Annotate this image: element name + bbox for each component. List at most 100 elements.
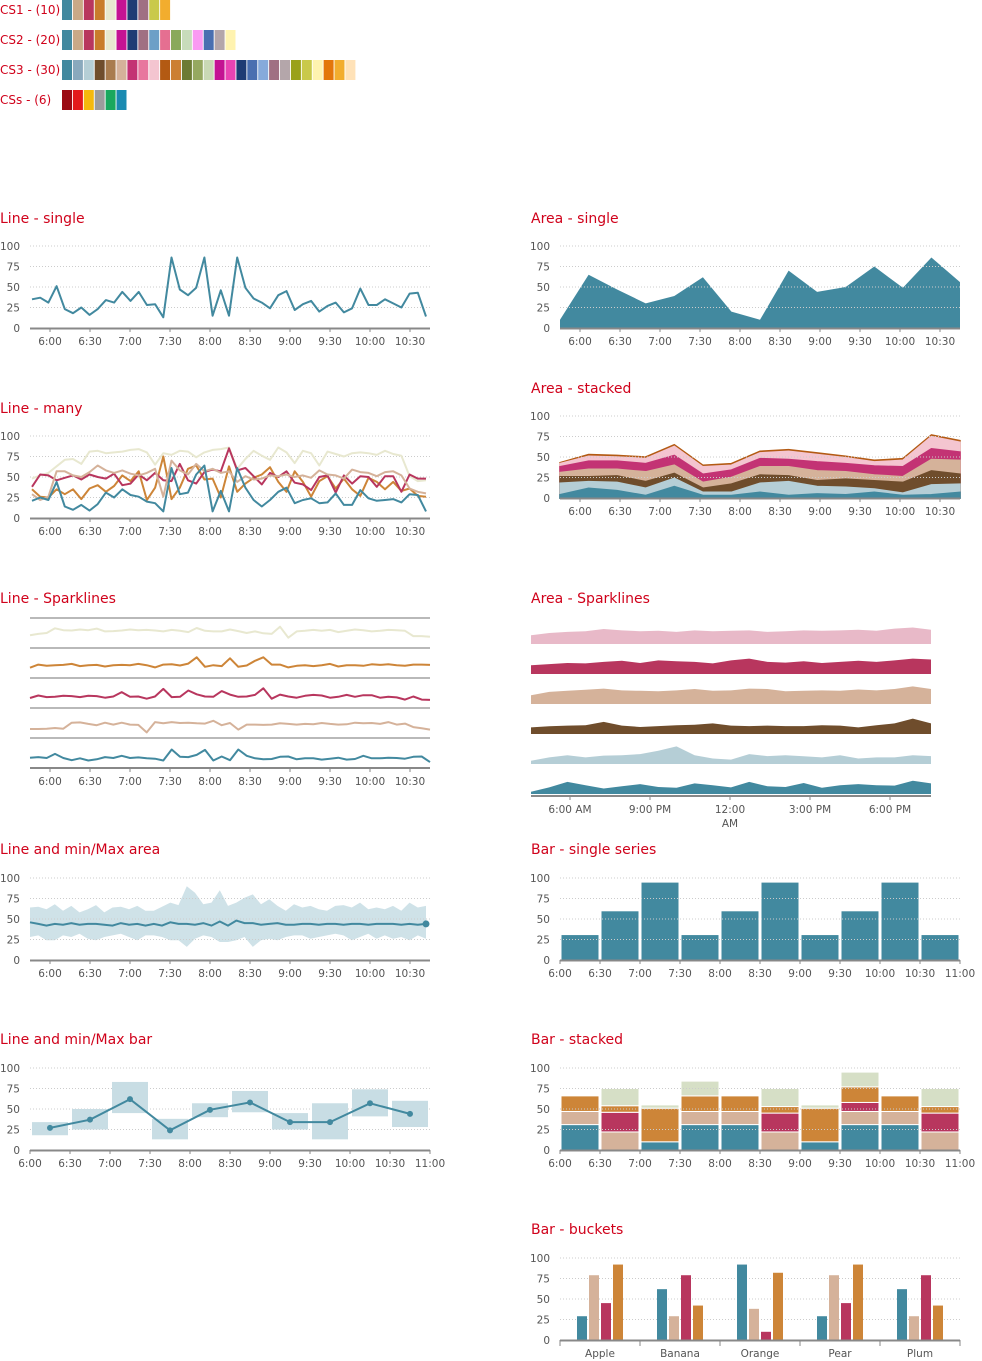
bar-stacked-bar-s2: [880, 1110, 920, 1126]
swatch-cs1-9: [160, 0, 171, 20]
line-single-chart: 0 25 50 75 100 6:00 6:30 7:00 7:30 8:00 8:30 9:00 9:…: [0, 241, 430, 348]
bar-stacked-bar-s4: [560, 1095, 600, 1112]
area-single-xtick: 10:30: [925, 336, 955, 348]
bar-stacked-xtick: 6:30: [588, 1158, 612, 1170]
line-many-series-c: [31, 447, 426, 494]
bar-single-chart: 0 25 50 75 100 6:00 6:30 7:00 7:30 8:00 8:30 9:00 9:…: [530, 873, 975, 980]
swatch-cs3-24: [323, 60, 334, 80]
line-minmax-bar-chart: 0 25 50 75 100 6:00 6:30 7:00 7:30 8:00 8:30 9:00 9:…: [0, 1063, 445, 1170]
bar-stacked-bar-s4: [720, 1095, 760, 1112]
bar-stacked-bar-s5: [760, 1088, 800, 1108]
line-sparklines-chart: 6:00 6:30 7:00 7:30 8:00 8:30 9:00 9:30 10:00 10:…: [29, 617, 431, 788]
swatch-cs2-2: [83, 30, 94, 50]
area-sparklines-area-e: [531, 746, 931, 764]
line-sparklines-xtick: 7:00: [118, 776, 142, 788]
bar-single-bar-s1: [840, 910, 880, 961]
swatch-css-2: [83, 90, 94, 110]
line-minmax-bar-xtick: 7:00: [98, 1158, 122, 1170]
line-single-xtick: 10:00: [355, 336, 385, 348]
line-minmax-bar-ytick: 100: [0, 1063, 20, 1075]
swatch-cs3-26: [345, 60, 356, 80]
bar-stacked-xtick: 10:30: [905, 1158, 935, 1170]
line-sparklines-xtick: 6:00: [38, 776, 62, 788]
swatch-cs2-11: [181, 30, 192, 50]
bar-stacked-bar-s2: [600, 1131, 640, 1151]
area-sparklines-xtick: AM: [722, 818, 738, 830]
bar-single-bar-s1: [640, 881, 680, 961]
area-single-xtick: 8:00: [728, 336, 752, 348]
bar-stacked-bar-s2: [720, 1110, 760, 1126]
bar-single-xtick: 7:30: [668, 968, 692, 980]
bar-single-xtick: 6:30: [588, 968, 612, 980]
line-single-ytick: 50: [7, 282, 20, 294]
line-minmax-bar-xtick: 7:30: [138, 1158, 162, 1170]
swatch-label-cs3: CS3 - (30): [0, 63, 61, 77]
line-minmax-area-xtick: 6:30: [78, 968, 102, 980]
bar-buckets-bar-s1: [897, 1289, 907, 1340]
bar-single-bar-s1: [880, 881, 920, 961]
bar-stacked-bar-s4: [920, 1106, 960, 1114]
bar-stacked-xtick: 10:00: [865, 1158, 895, 1170]
line-minmax-area-xtick: 7:30: [158, 968, 182, 980]
area-stacked-xtick: 7:30: [688, 506, 712, 518]
swatch-cs2-6: [127, 30, 138, 50]
swatch-cs3-15: [225, 60, 236, 80]
title-line-minmax-bar: Line and min/Max bar: [0, 1032, 153, 1048]
bar-buckets-bar-s2: [909, 1316, 919, 1340]
bar-single-xtick: 10:30: [905, 968, 935, 980]
line-single-ytick: 75: [7, 262, 20, 274]
line-many-ytick: 75: [7, 452, 20, 464]
swatch-cs3-22: [301, 60, 312, 80]
swatch-cs3-23: [312, 60, 323, 80]
swatch-cs2-12: [192, 30, 203, 50]
swatch-cs1-6: [127, 0, 138, 20]
bar-stacked-bar-s5: [840, 1071, 880, 1088]
line-many-series-b: [31, 455, 427, 501]
line-minmax-area-ytick: 25: [7, 935, 20, 947]
area-single-area-s1: [560, 257, 960, 328]
area-single-ytick: 100: [530, 241, 550, 253]
line-sparklines-xtick: 10:30: [395, 776, 425, 788]
swatch-cs3-2: [83, 60, 94, 80]
bar-stacked-xtick: 7:30: [668, 1158, 692, 1170]
line-sparklines-series-d: [30, 719, 431, 734]
swatch-cs3-10: [171, 60, 181, 80]
bar-stacked-bar-s3: [840, 1101, 880, 1112]
area-single-xtick: 9:30: [848, 336, 872, 348]
swatch-cs3-14: [214, 60, 225, 80]
bar-single-ytick: 75: [537, 894, 550, 906]
line-minmax-bar-point: [87, 1116, 93, 1123]
line-many-xtick: 6:30: [78, 526, 102, 538]
area-stacked-xtick: 6:30: [608, 506, 632, 518]
line-many-chart: 0 25 50 75 100 6:00 6:30 7:00 7:30 8:00 8:30 9:00 9:…: [0, 431, 430, 538]
bar-single-xtick: 9:30: [828, 968, 852, 980]
bar-stacked-bar-s5: [600, 1088, 640, 1107]
bar-single-xtick: 8:00: [708, 968, 732, 980]
title-line-many: Line - many: [0, 401, 83, 417]
area-stacked-xtick: 9:00: [808, 506, 832, 518]
swatch-cs2-1: [72, 30, 83, 50]
bar-buckets-category-label: Banana: [660, 1348, 700, 1360]
swatch-cs2-13: [203, 30, 214, 50]
line-minmax-bar-series-avg: [49, 1098, 411, 1132]
bar-single-ytick: 25: [537, 935, 550, 947]
area-single-xtick: 8:30: [768, 336, 792, 348]
swatch-cs1-1: [72, 0, 83, 20]
bar-stacked-xtick: 9:00: [788, 1158, 812, 1170]
line-minmax-bar-xtick: 11:00: [415, 1158, 445, 1170]
line-minmax-bar-point: [247, 1099, 253, 1106]
line-minmax-area-last-point: [422, 920, 430, 928]
area-sparklines-xtick: 3:00 PM: [789, 804, 831, 816]
line-minmax-bar-xtick: 8:30: [218, 1158, 242, 1170]
line-single-xtick: 6:30: [78, 336, 102, 348]
line-single-xtick: 8:00: [198, 336, 222, 348]
swatch-cs3-12: [192, 60, 203, 80]
swatch-cs1-0: [62, 0, 72, 20]
swatch-cs3-11: [181, 60, 192, 80]
bar-single-bar-s1: [760, 881, 800, 961]
line-minmax-area-xtick: 10:30: [395, 968, 425, 980]
area-single-xtick: 9:00: [808, 336, 832, 348]
area-single-ytick: 50: [537, 282, 550, 294]
line-many-xtick: 8:30: [238, 526, 262, 538]
area-single-ytick: 25: [537, 303, 550, 315]
